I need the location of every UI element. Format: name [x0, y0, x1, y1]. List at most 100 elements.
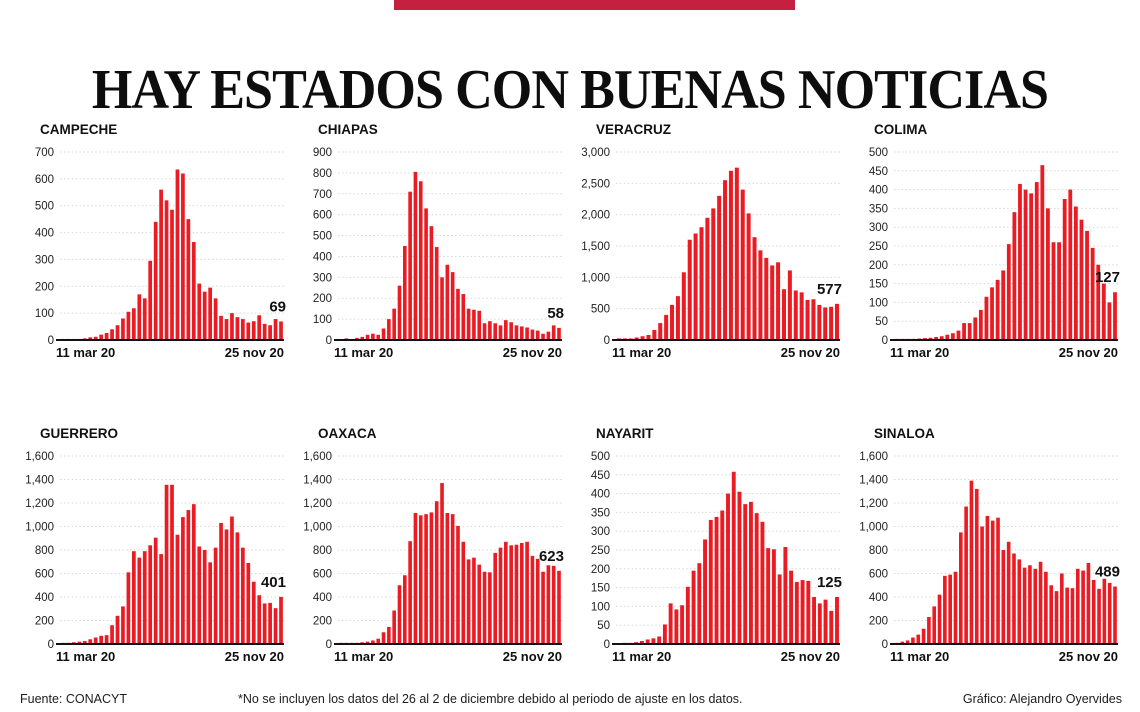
charts-grid: CAMPECHE 0 100 200 300 400 500 600 700 11 mar 20 2… — [12, 118, 1124, 668]
bar — [132, 551, 136, 644]
bar — [488, 572, 492, 644]
bar — [429, 512, 434, 644]
end-value-label: 58 — [547, 305, 564, 322]
bar — [175, 534, 180, 644]
chart-title: OAXACA — [318, 426, 377, 441]
bar — [408, 541, 412, 644]
y-tick-label: 250 — [869, 241, 888, 253]
y-tick-label: 400 — [869, 185, 888, 197]
bar — [675, 296, 680, 340]
x-start-label: 11 mar 20 — [612, 649, 671, 664]
bar — [115, 325, 120, 340]
bar — [493, 552, 498, 644]
bar — [445, 512, 450, 644]
y-tick-label: 400 — [591, 489, 610, 501]
bar — [77, 641, 82, 644]
y-tick-label: 400 — [35, 228, 54, 240]
campeche-bar-chart: CAMPECHE 0 100 200 300 400 500 600 700 11 mar 20 2… — [35, 122, 286, 360]
bar — [817, 603, 822, 644]
bar — [279, 596, 283, 644]
bar — [159, 554, 163, 644]
bar — [392, 610, 396, 644]
bar — [693, 233, 698, 340]
bar — [658, 323, 663, 340]
bar — [376, 638, 381, 644]
bar — [355, 337, 359, 340]
bar — [723, 180, 728, 340]
bar — [186, 219, 191, 340]
bar — [681, 272, 686, 340]
bar — [126, 311, 131, 340]
y-tick-label: 600 — [313, 210, 332, 222]
bar — [498, 547, 503, 644]
bar — [477, 564, 482, 644]
bar — [793, 290, 798, 340]
oaxaca-bar-chart: OAXACA 0 200 400 600 800 1,000 1,200 1,400 1,600 1… — [303, 426, 564, 664]
bar — [413, 171, 418, 340]
bar — [758, 250, 763, 340]
bar — [1101, 283, 1106, 340]
bar — [557, 570, 561, 644]
bar — [551, 325, 556, 340]
y-tick-label: 0 — [326, 335, 332, 347]
bar — [1075, 568, 1080, 644]
x-end-label: 25 nov 20 — [225, 345, 284, 360]
bar — [1113, 292, 1117, 340]
y-tick-label: 800 — [35, 545, 54, 557]
bar — [381, 632, 386, 644]
bar — [279, 321, 283, 340]
y-tick-label: 100 — [35, 308, 54, 320]
bar — [708, 519, 713, 644]
y-tick-label: 1,400 — [303, 475, 332, 487]
x-start-label: 11 mar 20 — [890, 649, 949, 664]
bar — [1012, 553, 1016, 644]
bar — [1060, 573, 1064, 644]
bar — [257, 595, 262, 644]
bar — [148, 545, 153, 644]
bar — [88, 337, 93, 340]
chart-title: NAYARIT — [596, 426, 654, 441]
bar — [525, 327, 529, 340]
y-tick-label: 0 — [48, 639, 54, 651]
bar — [477, 310, 482, 340]
bar — [680, 605, 685, 644]
bar — [640, 336, 645, 340]
x-end-label: 25 nov 20 — [1059, 345, 1118, 360]
x-end-label: 25 nov 20 — [781, 649, 840, 664]
bar — [711, 208, 716, 340]
bar — [771, 549, 776, 644]
chart-title: COLIMA — [874, 122, 927, 137]
bar — [392, 308, 396, 340]
y-tick-label: 1,500 — [581, 241, 610, 253]
bar — [1049, 585, 1054, 644]
bar — [262, 323, 267, 340]
bar — [674, 609, 679, 644]
bar — [1018, 183, 1022, 340]
bar — [746, 213, 751, 340]
bar — [440, 277, 444, 340]
bar — [939, 336, 944, 340]
bar — [418, 181, 423, 340]
bar — [509, 322, 513, 340]
bar — [408, 191, 412, 340]
bar — [504, 541, 508, 644]
end-value-label: 401 — [261, 574, 286, 591]
bar — [749, 501, 753, 644]
bar — [110, 329, 114, 340]
bar — [829, 610, 834, 644]
bar — [246, 562, 251, 644]
bar — [823, 599, 828, 644]
y-tick-label: 1,000 — [859, 522, 888, 534]
y-tick-label: 200 — [869, 616, 888, 628]
bar — [964, 506, 968, 644]
end-value-label: 69 — [269, 298, 286, 315]
bar — [974, 488, 979, 644]
bar — [777, 574, 782, 644]
bar — [789, 570, 794, 644]
bar — [186, 510, 191, 644]
y-tick-label: 500 — [313, 231, 332, 243]
chiapas-bar-chart: CHIAPAS 0 100 200 300 400 500 600 700 800 900 11 ma… — [313, 122, 564, 360]
bar — [387, 626, 391, 644]
bar — [811, 299, 816, 340]
bar — [472, 309, 476, 340]
